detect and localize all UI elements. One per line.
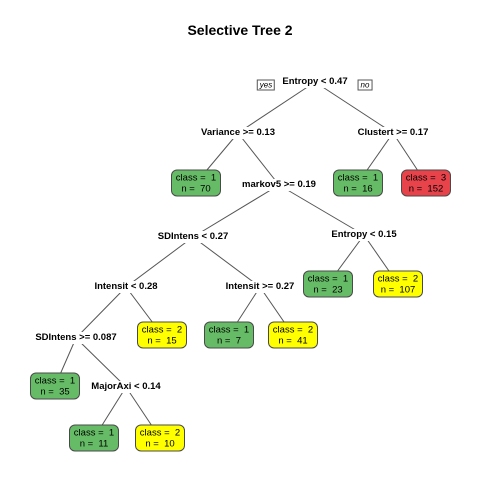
leaf-class-label: class = 2 [141,324,183,336]
tree-edge-n8-n11 [192,236,261,288]
leaf-count-label: n = 23 [313,284,343,296]
branch-yes-label: yes [256,79,276,91]
leaf-class-label: class = 1 [208,324,250,336]
leaf-count-label: n = 70 [181,183,211,195]
leaf-class-label: class = 1 [175,172,217,184]
leaf-class-label: class = 1 [34,375,76,387]
leaf-count-label: n = 152 [408,183,444,195]
split-node: Variance >= 0.13 [200,127,276,139]
leaf-class-label: class = 2 [272,324,314,336]
leaf-class-label: class = 2 [377,273,419,285]
leaf-class-label: class = 2 [139,427,181,439]
leaf-count-label: n = 41 [278,335,308,347]
split-node: Intensit >= 0.27 [224,281,296,293]
leaf-count-label: n = 7 [216,335,242,347]
tree-edge-n5-n8 [192,184,280,238]
tree-edge-n2-n5 [237,132,280,186]
split-node: Entropy < 0.47 [281,76,349,88]
diagram-title: Selective Tree 2 [187,22,293,38]
split-node: markov5 >= 0.19 [241,179,317,191]
split-node: Entropy < 0.15 [330,229,398,241]
leaf-count-label: n = 10 [145,438,175,450]
split-node: SDIntens >= 0.087 [34,332,118,344]
tree-edge-n10-n14 [75,286,127,339]
leaf-count-label: n = 15 [147,335,177,347]
tree-edge-n8-n10 [125,236,194,288]
split-node: Clustert >= 0.17 [356,127,430,139]
tree-edge-n14-n19 [75,337,127,388]
split-node: Intensit < 0.28 [93,281,159,293]
leaf-class-label: class = 1 [337,172,379,184]
leaf-class-label: class = 1 [73,427,115,439]
split-node: SDIntens < 0.27 [156,231,230,243]
leaf-class-label: class = 1 [307,273,349,285]
branch-no-label: no [357,79,373,91]
split-node: MajorAxi < 0.14 [90,381,162,393]
leaf-count-label: n = 35 [40,386,70,398]
tree-edge-n1-n3 [314,81,394,134]
tree-edge-n5-n9 [278,184,365,236]
leaf-count-label: n = 11 [79,438,109,450]
leaf-count-label: n = 16 [343,183,373,195]
leaf-count-label: n = 107 [380,284,416,296]
leaf-class-label: class = 3 [405,172,447,184]
tree-edge-n1-n2 [237,81,316,134]
